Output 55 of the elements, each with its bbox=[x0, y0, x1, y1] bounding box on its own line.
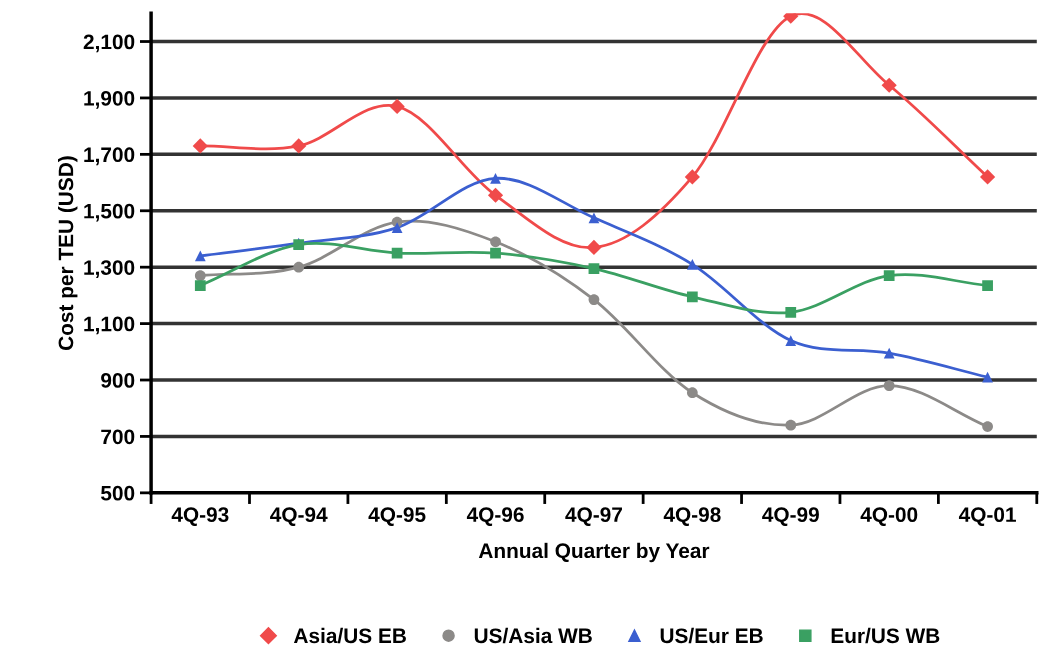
point bbox=[291, 138, 307, 154]
point bbox=[883, 270, 895, 282]
y-tick-label: 900 bbox=[101, 373, 135, 388]
legend-label: US/Eur EB bbox=[660, 627, 763, 644]
point bbox=[194, 270, 206, 282]
point bbox=[982, 371, 993, 383]
point bbox=[586, 239, 602, 256]
point bbox=[192, 138, 208, 154]
point bbox=[979, 169, 996, 185]
point bbox=[684, 169, 700, 185]
y-tick-label: 2,100 bbox=[83, 34, 135, 53]
y-tick-label: 1,500 bbox=[84, 203, 135, 222]
x-tick-label: 4Q-96 bbox=[466, 507, 524, 526]
x-tick-label: 4Q-01 bbox=[958, 507, 1016, 526]
x-tick-label: 4Q-98 bbox=[663, 507, 721, 526]
point bbox=[588, 263, 600, 274]
y-tick-label: 1,300 bbox=[84, 260, 135, 278]
x-tick-label: 4Q-97 bbox=[565, 507, 622, 526]
point bbox=[588, 212, 600, 224]
point bbox=[686, 258, 698, 270]
point bbox=[194, 280, 206, 291]
y-tick-label: 1,700 bbox=[84, 147, 135, 166]
point bbox=[293, 261, 305, 273]
point bbox=[588, 294, 600, 305]
y-axis-title: Cost per TEU (USD) bbox=[58, 156, 78, 351]
point bbox=[982, 280, 993, 291]
point bbox=[982, 421, 993, 432]
legend-label: Eur/US WB bbox=[831, 627, 940, 644]
y-tick-label: 500 bbox=[101, 485, 135, 501]
point bbox=[883, 380, 895, 392]
legend-label: US/Asia WB bbox=[474, 627, 592, 644]
point bbox=[686, 387, 698, 399]
point bbox=[785, 306, 797, 318]
point bbox=[194, 250, 206, 262]
point bbox=[487, 187, 504, 203]
point bbox=[883, 347, 895, 359]
x-tick-label: 4Q-95 bbox=[368, 507, 426, 526]
point bbox=[490, 236, 501, 248]
point bbox=[686, 291, 698, 303]
point bbox=[389, 98, 405, 115]
x-tick-label: 4Q-00 bbox=[860, 507, 918, 526]
y-tick-label: 1,900 bbox=[84, 90, 135, 109]
point bbox=[785, 335, 797, 346]
x-tick-label: 4Q-99 bbox=[762, 507, 819, 526]
point bbox=[785, 419, 797, 431]
x-tick-label: 4Q-93 bbox=[171, 507, 229, 526]
y-tick-label: 700 bbox=[101, 429, 135, 445]
x-tick-label: 4Q-94 bbox=[270, 507, 328, 526]
point bbox=[881, 77, 897, 93]
point bbox=[490, 247, 501, 259]
point bbox=[391, 222, 403, 234]
legend-label: Asia/US EB bbox=[293, 627, 406, 644]
x-axis-title: Annual Quarter by Year bbox=[478, 542, 710, 563]
y-tick-label: 1,100 bbox=[84, 316, 135, 335]
point bbox=[490, 172, 501, 184]
